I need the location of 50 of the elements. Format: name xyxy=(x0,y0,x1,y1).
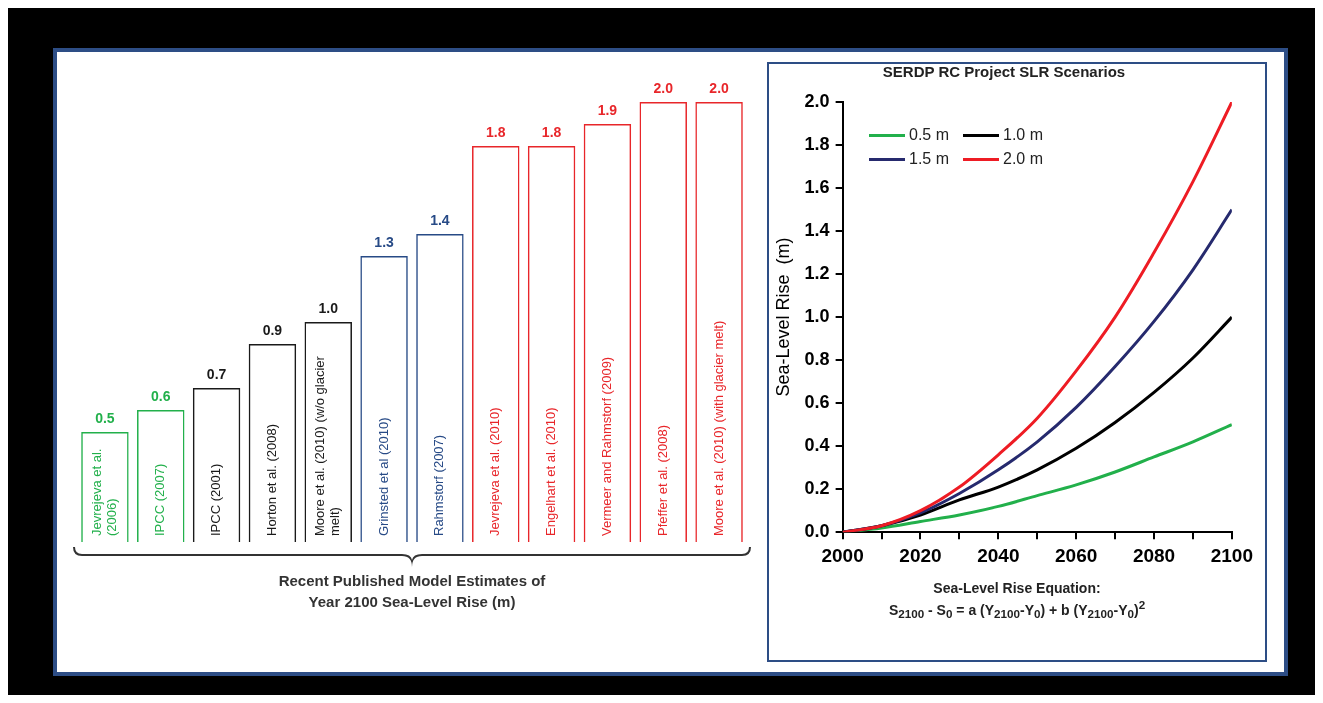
x-tick-label: 2020 xyxy=(899,544,942,566)
y-tick-label: 0.2 xyxy=(804,478,830,499)
data-label: 1.9 xyxy=(597,101,618,118)
x-tick-label: 2060 xyxy=(1055,544,1098,566)
x-tick-label: IPCC (2007) xyxy=(152,463,168,536)
y-tick-label: 0.6 xyxy=(804,392,830,413)
x-tick-label: Pfeffer et al. (2008) xyxy=(654,424,670,536)
x-tick-label: Jevrejeva et al. (2006) xyxy=(89,448,119,536)
x-axis-title: Recent Published Model Estimates of Year 2100 Sea-Level Rise (m) xyxy=(277,571,547,612)
y-tick-label: 1.2 xyxy=(804,263,830,284)
x-tick-label: Moore et al. (2010) (w/o glacier melt) xyxy=(312,355,343,536)
data-label: 1.8 xyxy=(486,123,506,140)
data-label: 2.0 xyxy=(653,79,674,96)
data-label: 0.6 xyxy=(151,387,171,404)
x-tick-label: Jevrejeva et al. (2010) xyxy=(487,407,503,536)
y-tick-label: 1.8 xyxy=(804,133,830,154)
y-axis-title: Sea-Level Rise (m) xyxy=(772,237,793,397)
data-label: 0.5 xyxy=(95,409,115,426)
x-tick-label: IPCC (2001) xyxy=(208,463,224,536)
y-tick-label: 1.0 xyxy=(804,306,830,327)
x-tick-label: Rahmstorf (2007) xyxy=(431,434,447,536)
y-tick-label: 2.0 xyxy=(804,90,830,111)
legend-label: 1.5 m xyxy=(909,150,950,168)
x-tick-label: Horton et al. (2008) xyxy=(263,423,279,536)
x-tick-label: Grinsted et al (2010) xyxy=(375,417,391,536)
x-tick-label: 2080 xyxy=(1132,544,1176,566)
y-tick-label: 0.8 xyxy=(804,349,830,370)
data-label: 0.7 xyxy=(206,365,227,382)
y-tick-label: 1.6 xyxy=(804,177,830,198)
data-label: 0.9 xyxy=(262,321,283,338)
y-tick-label: 0.0 xyxy=(804,521,830,542)
x-tick-label: Vermeer and Rahmstorf (2009) xyxy=(598,356,614,536)
x-tick-label: 2040 xyxy=(977,544,1020,566)
y-tick-label: 1.4 xyxy=(804,220,830,241)
data-label: 1.4 xyxy=(430,211,450,228)
chart-title: SERDP RC Project SLR Scenarios xyxy=(882,63,1126,81)
data-label: 1.0 xyxy=(318,299,339,316)
x-tick-label: Moore et al. (2010) (with glacier melt) xyxy=(710,320,726,536)
x-tick-label: 2000 xyxy=(821,544,864,566)
data-label: 1.3 xyxy=(374,233,395,250)
x-tick-label: 2100 xyxy=(1210,544,1254,566)
legend-label: 0.5 m xyxy=(909,126,950,144)
y-tick-label: 0.4 xyxy=(804,435,830,456)
x-tick-label: Engelhart et al. (2010) xyxy=(543,407,559,536)
text: Sea-Level Rise Equation: xyxy=(932,580,1102,596)
legend-label: 1.0 m xyxy=(1003,126,1044,144)
legend-label: 2.0 m xyxy=(1003,150,1044,168)
text: S$_{2100}$ - S$_{0}$ = a (Y$_{2100}$-Y$_{0}$) + b (Y$_{2100}$-Y$_{0}$)$^{2}$ xyxy=(888,598,1146,621)
data-label: 2.0 xyxy=(709,79,730,96)
data-label: 1.8 xyxy=(541,123,562,140)
